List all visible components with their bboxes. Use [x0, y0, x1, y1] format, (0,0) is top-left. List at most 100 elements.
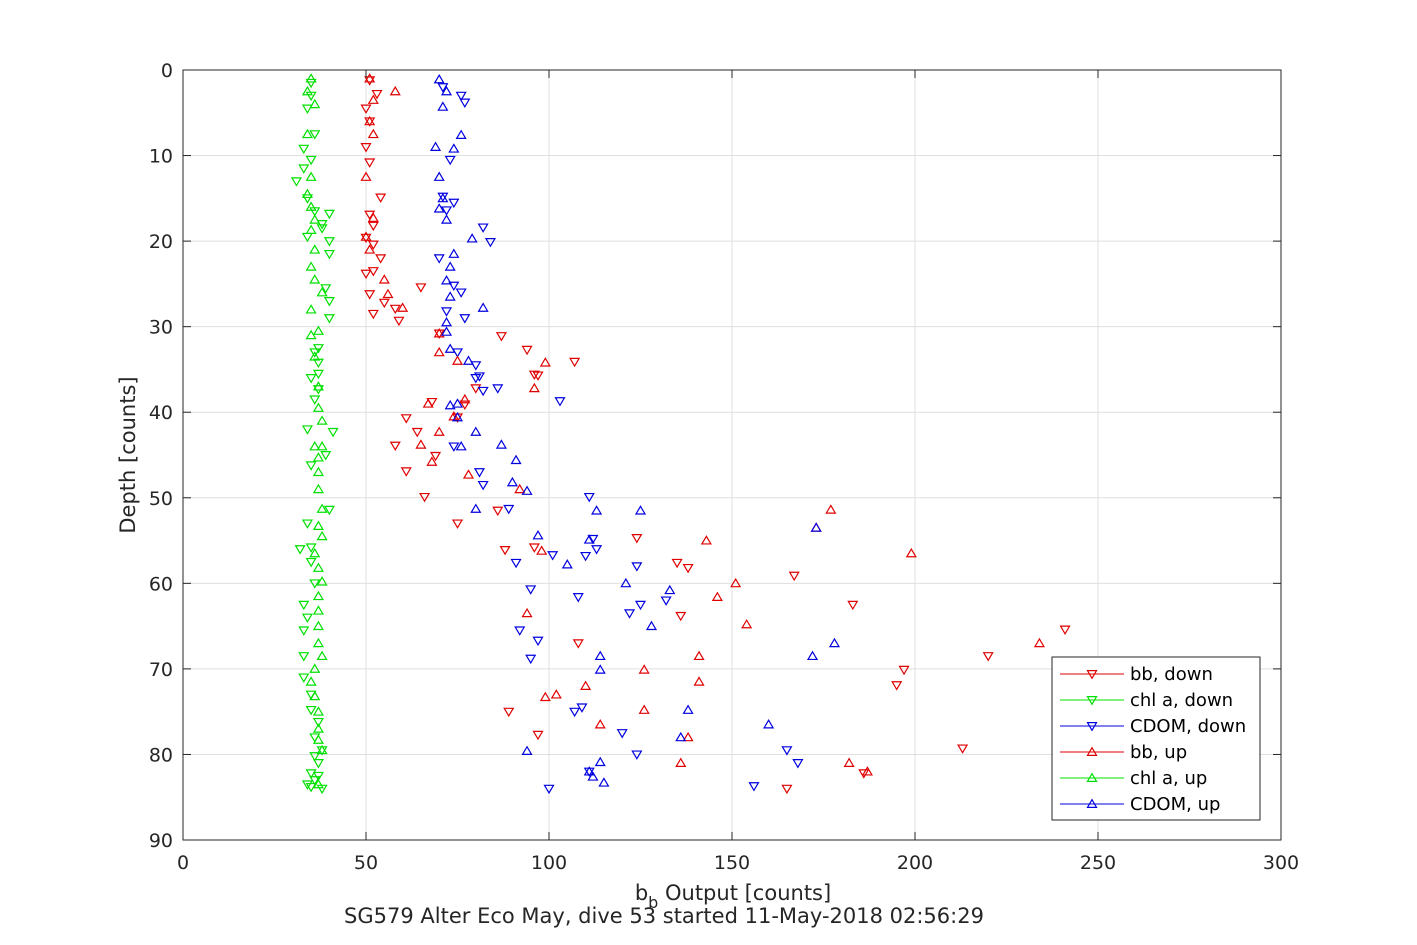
data-point	[301, 188, 313, 199]
data-point	[843, 757, 855, 767]
data-point	[473, 372, 486, 382]
data-point	[437, 83, 449, 93]
data-point	[316, 286, 328, 297]
data-point	[323, 249, 335, 260]
data-point	[594, 650, 606, 661]
data-point	[433, 203, 445, 213]
data-point	[371, 89, 383, 100]
data-point	[645, 620, 658, 631]
data-point	[309, 351, 321, 361]
data-point	[327, 427, 339, 438]
data-point	[312, 466, 324, 477]
legend-box	[1051, 656, 1261, 821]
data-point	[711, 591, 723, 601]
data-point	[444, 155, 456, 166]
legend-marker	[1086, 722, 1098, 732]
data-point	[316, 650, 328, 661]
data-point	[594, 756, 606, 767]
data-point	[364, 115, 376, 126]
data-point	[415, 283, 427, 293]
data-point	[305, 769, 317, 779]
data-point	[312, 381, 324, 391]
data-point	[543, 784, 555, 795]
data-point	[444, 261, 456, 271]
data-point	[569, 707, 581, 718]
legend-marker	[1086, 746, 1098, 756]
data-point	[309, 348, 321, 358]
data-point	[312, 723, 324, 733]
legend-marker	[1086, 772, 1098, 782]
data-point	[462, 355, 475, 365]
data-point	[440, 307, 453, 317]
data-point	[312, 620, 324, 631]
data-point	[470, 384, 482, 394]
data-point	[521, 745, 533, 755]
data-point	[521, 485, 533, 495]
data-point	[448, 143, 460, 153]
data-point	[638, 664, 650, 674]
data-point	[364, 76, 376, 86]
data-point	[982, 652, 994, 662]
x-tick-label: 0	[177, 852, 189, 874]
data-point	[323, 237, 335, 247]
data-point	[312, 562, 324, 572]
data-point	[426, 456, 438, 466]
data-point	[514, 483, 526, 494]
data-point	[792, 759, 804, 769]
data-point	[788, 571, 800, 582]
data-point	[301, 613, 313, 624]
data-point	[364, 73, 376, 83]
data-point	[905, 547, 917, 558]
data-point	[305, 543, 317, 553]
data-point	[305, 329, 317, 340]
data-point	[682, 563, 694, 574]
data-point	[440, 326, 453, 336]
data-point	[294, 545, 306, 555]
data-point	[411, 427, 423, 438]
series-0	[360, 76, 1071, 795]
data-point	[305, 171, 317, 181]
data-point	[495, 332, 507, 342]
data-point	[437, 192, 449, 203]
data-point	[539, 691, 551, 702]
data-point	[861, 766, 873, 776]
data-point	[440, 214, 453, 224]
data-point	[323, 505, 335, 516]
data-point	[433, 171, 445, 181]
data-point	[301, 85, 313, 96]
data-point	[1059, 625, 1071, 635]
data-point	[492, 506, 504, 517]
data-point	[539, 357, 551, 367]
data-point	[547, 551, 559, 561]
legend-label: chl a, up	[1130, 768, 1207, 789]
data-point	[451, 398, 464, 408]
data-point	[521, 607, 533, 618]
data-point	[810, 522, 822, 532]
data-point	[781, 746, 793, 756]
data-point	[510, 454, 522, 465]
data-point	[429, 141, 442, 151]
data-point	[858, 769, 870, 779]
data-point	[323, 297, 335, 307]
data-point	[891, 681, 903, 691]
data-point	[312, 520, 324, 530]
data-point	[693, 676, 705, 686]
legend-label: CDOM, down	[1130, 716, 1246, 737]
data-point	[305, 705, 317, 716]
data-point	[360, 231, 372, 241]
data-point	[470, 426, 482, 436]
data-point	[316, 440, 328, 451]
data-markers	[290, 73, 1071, 795]
data-point	[528, 370, 540, 381]
data-point	[554, 397, 566, 407]
data-point	[305, 557, 317, 568]
data-point	[320, 451, 332, 461]
data-point	[309, 663, 321, 673]
legend-label: bb, up	[1130, 742, 1187, 763]
x-axis-label: bb Output [counts]	[635, 881, 831, 912]
data-point	[748, 782, 760, 792]
data-point	[730, 577, 742, 588]
data-point	[825, 504, 837, 514]
data-point	[309, 395, 321, 405]
data-point	[433, 254, 445, 264]
